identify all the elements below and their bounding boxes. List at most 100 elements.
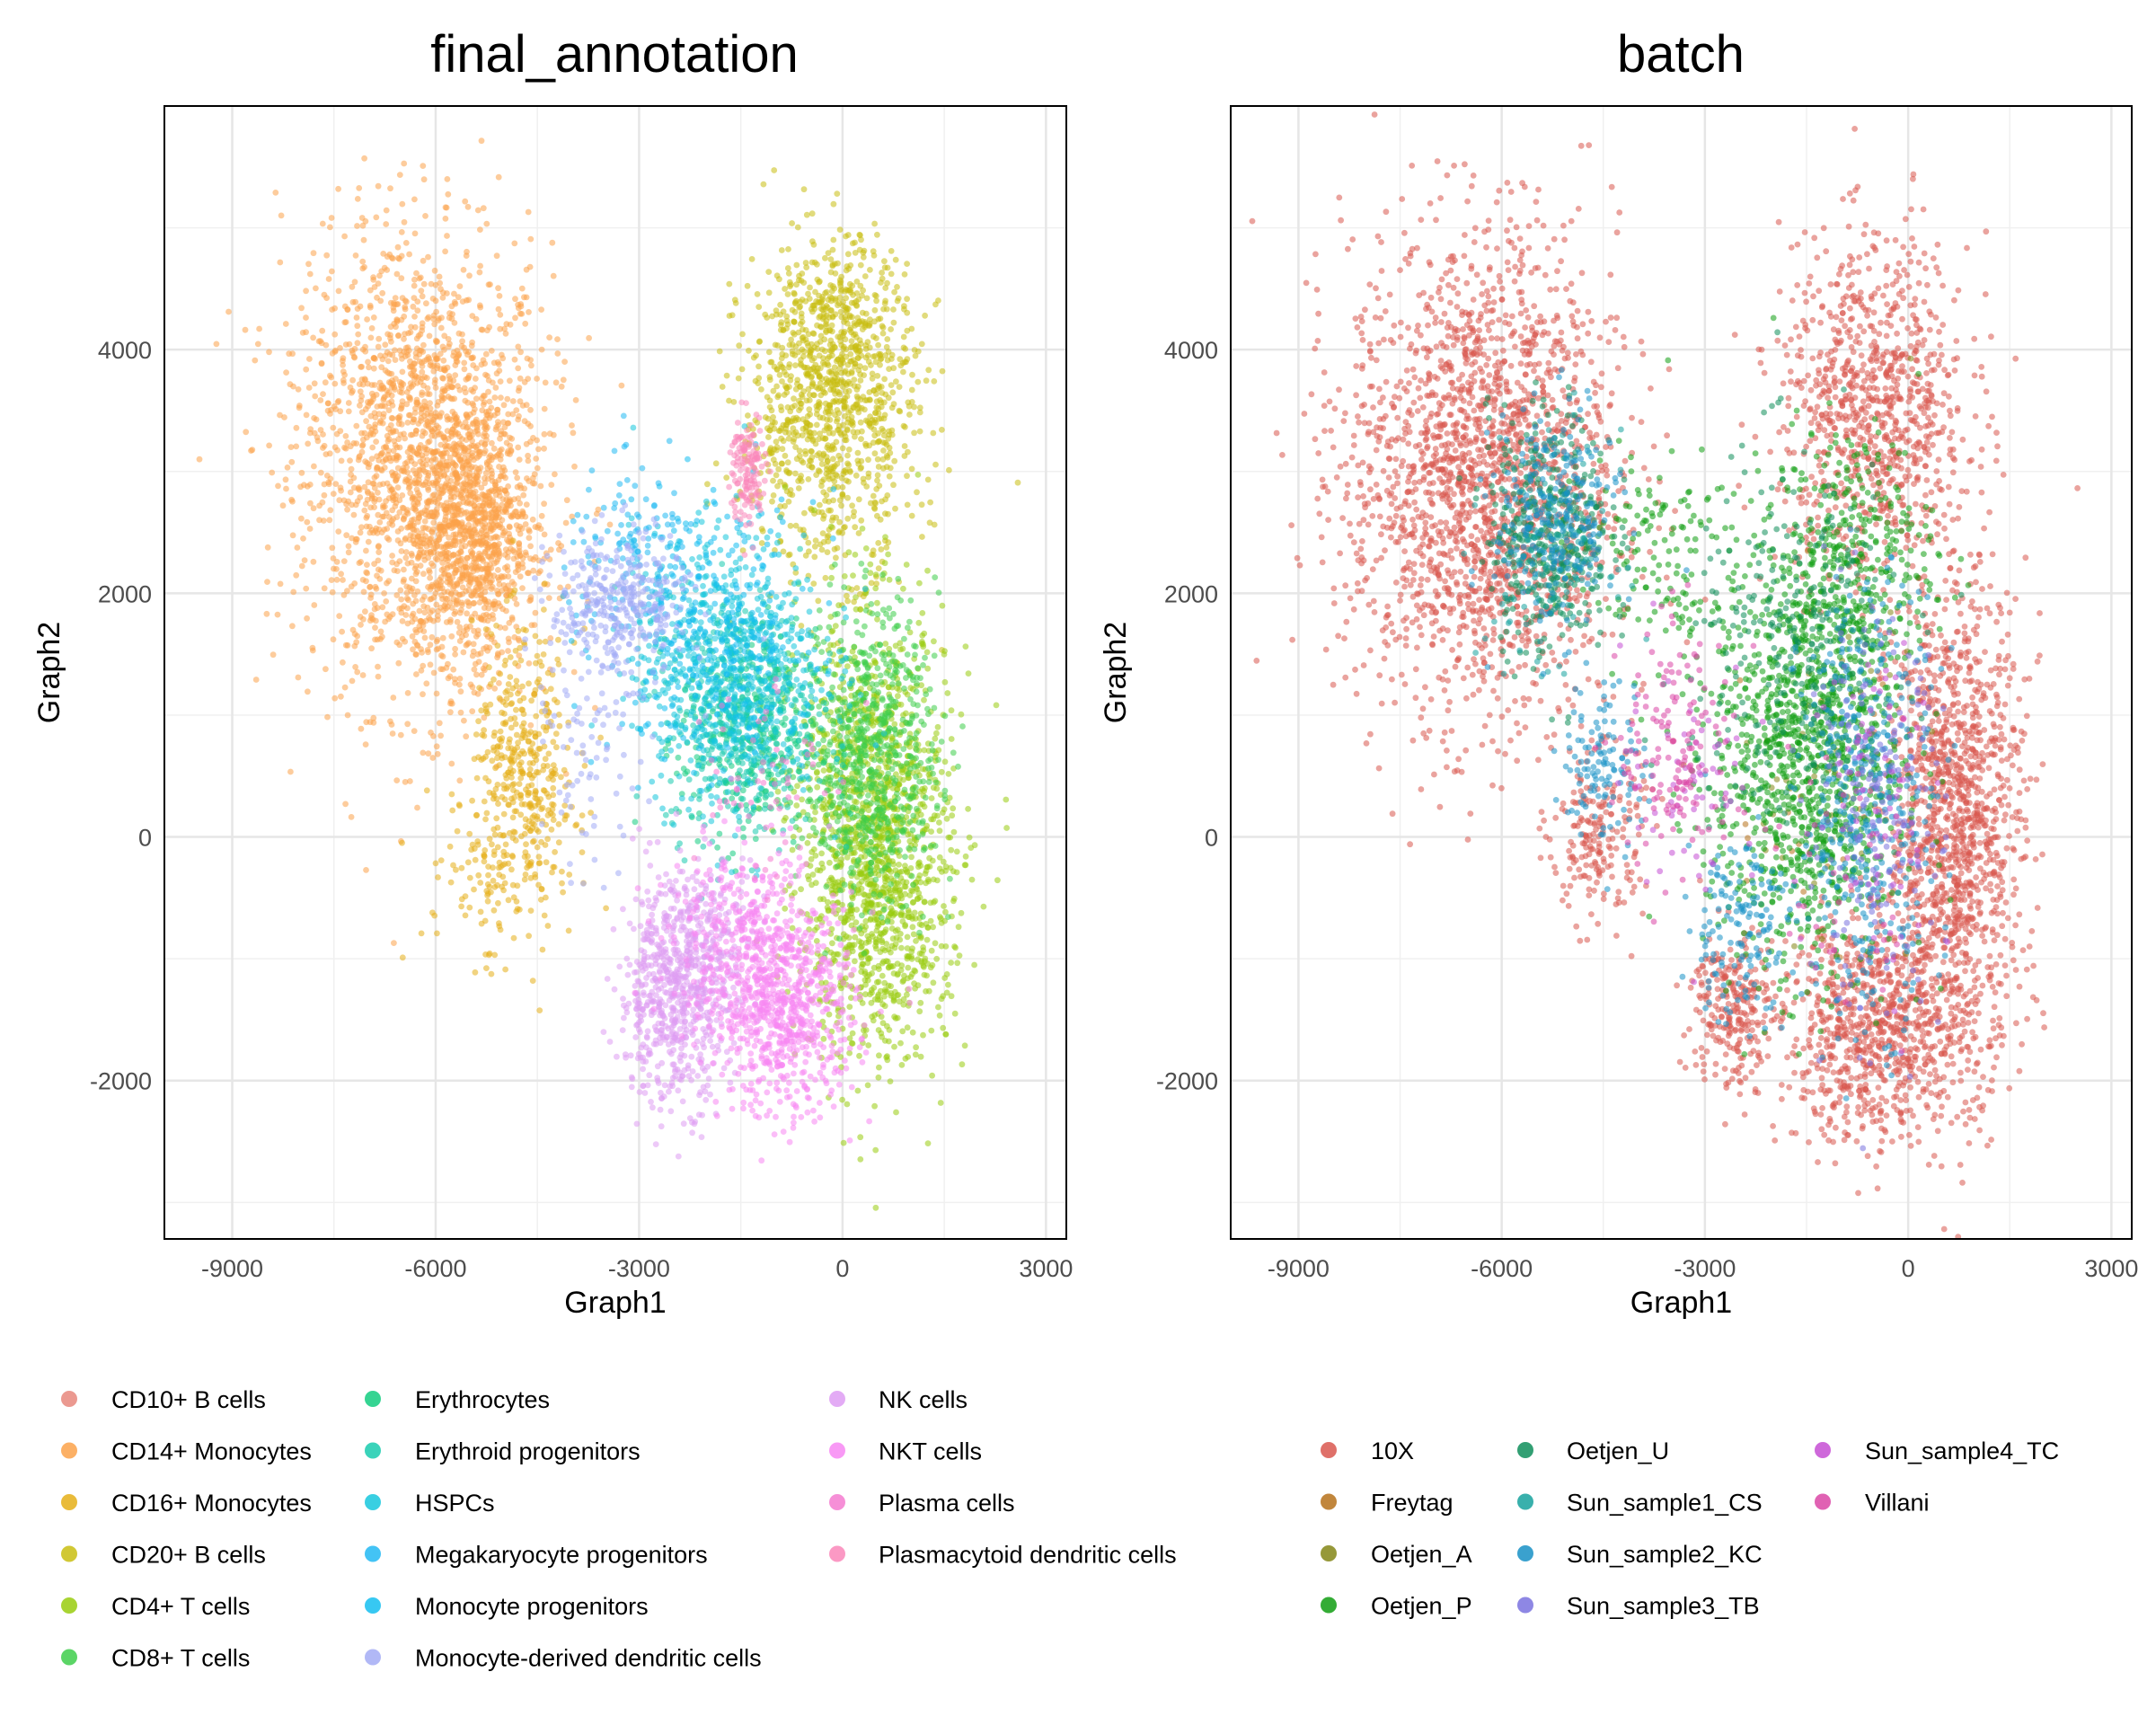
data-point (452, 645, 458, 652)
data-point (423, 356, 430, 363)
data-point (541, 405, 548, 412)
data-point (451, 470, 458, 477)
data-point (866, 344, 873, 351)
data-point (837, 308, 844, 315)
data-point (756, 338, 763, 345)
data-point (943, 815, 950, 822)
data-point (923, 377, 930, 385)
data-point (359, 672, 367, 678)
data-point (420, 603, 428, 610)
data-point (738, 366, 746, 373)
data-point (823, 323, 830, 330)
data-point (409, 553, 415, 559)
data-point (852, 524, 859, 531)
data-point (461, 366, 468, 373)
data-point (901, 271, 908, 278)
data-point (306, 482, 314, 488)
data-point (339, 628, 345, 635)
data-point (484, 890, 491, 897)
data-point (723, 474, 730, 481)
data-point (887, 464, 894, 472)
data-point (288, 496, 295, 503)
data-point (555, 821, 562, 827)
data-point (434, 930, 440, 937)
data-point (410, 537, 417, 544)
data-point (820, 515, 826, 522)
data-point (881, 560, 888, 567)
data-point (376, 549, 383, 555)
data-point (502, 546, 509, 553)
data-point (432, 555, 439, 562)
data-point (358, 448, 366, 456)
data-point (417, 543, 424, 550)
data-point (864, 352, 871, 358)
data-point (401, 576, 407, 583)
data-point (389, 553, 395, 559)
data-point (496, 367, 503, 374)
data-point (464, 859, 472, 866)
data-point (807, 351, 814, 358)
data-point (843, 233, 849, 240)
data-point (436, 495, 442, 502)
data-point (476, 451, 483, 458)
data-point (876, 1064, 882, 1071)
data-point (488, 970, 495, 978)
data-point (421, 634, 429, 641)
data-point (468, 464, 475, 470)
data-point (442, 216, 449, 222)
data-point (915, 378, 922, 385)
data-point (795, 485, 802, 491)
data-point (815, 597, 822, 605)
data-point (364, 562, 370, 568)
data-point (490, 615, 497, 623)
data-point (349, 626, 357, 633)
data-point (482, 350, 490, 358)
data-point (340, 368, 347, 375)
data-point (416, 491, 423, 499)
data-point (422, 417, 429, 423)
data-point (465, 349, 472, 355)
data-point (919, 610, 926, 616)
data-point (321, 491, 328, 499)
data-point (916, 1008, 923, 1015)
data-point (331, 380, 339, 387)
data-point (485, 863, 491, 870)
data-point (792, 343, 800, 349)
data-point (270, 651, 277, 659)
data-point (483, 432, 490, 439)
data-point (458, 896, 465, 903)
data-point (359, 346, 367, 353)
data-point (941, 678, 949, 686)
data-point (326, 517, 333, 524)
data-point (907, 685, 915, 692)
data-point (368, 456, 376, 462)
data-point (792, 470, 799, 477)
data-point (480, 755, 487, 762)
data-point (799, 270, 806, 277)
data-point (494, 410, 501, 417)
data-point (844, 452, 851, 459)
data-point (331, 444, 339, 451)
data-point (384, 535, 391, 542)
data-point (335, 528, 342, 535)
data-point (350, 511, 358, 518)
data-point (435, 874, 441, 880)
data-point (380, 385, 387, 392)
data-point (827, 337, 835, 344)
data-point (419, 432, 426, 439)
data-point (420, 163, 427, 170)
data-point (529, 516, 536, 523)
data-point (814, 783, 821, 791)
data-point (784, 459, 791, 466)
data-point (834, 473, 841, 480)
data-point (484, 880, 491, 888)
data-point (284, 464, 291, 471)
data-point (443, 204, 450, 211)
data-point (485, 871, 491, 879)
data-point (340, 558, 348, 564)
data-point (518, 801, 526, 808)
data-point (395, 659, 402, 667)
data-point (521, 485, 528, 492)
data-point (468, 530, 475, 537)
data-point (541, 606, 547, 613)
